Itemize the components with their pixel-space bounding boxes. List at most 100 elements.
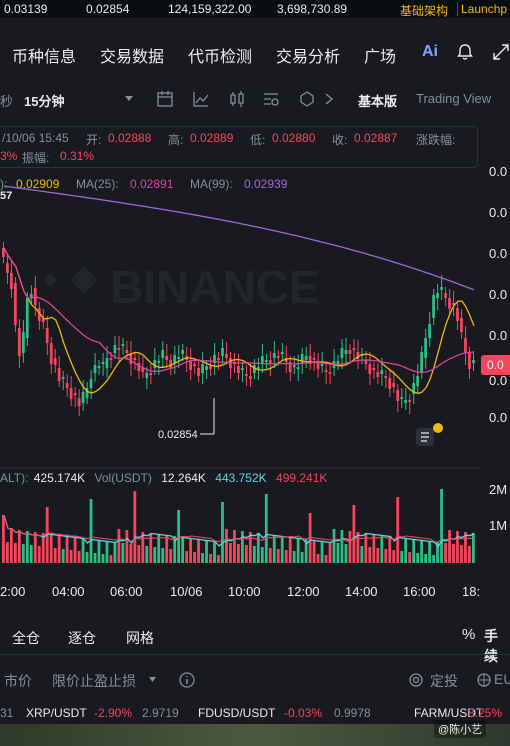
candle — [304, 356, 308, 360]
nav-trade-analysis[interactable]: 交易分析 — [276, 49, 341, 66]
volume-bar — [53, 548, 57, 563]
volume-bar — [129, 544, 133, 563]
candle — [432, 295, 435, 318]
volume-bar — [29, 545, 33, 563]
volume-bar — [460, 545, 463, 563]
chevron-down-icon[interactable] — [124, 95, 134, 103]
change-value: 3% — [0, 149, 18, 163]
ticker-symbol[interactable]: FARM/USDT — [414, 706, 484, 720]
volume-bar — [408, 552, 412, 563]
time-tick: 16:00 — [403, 584, 436, 599]
divider — [0, 654, 510, 655]
volume-bar — [93, 553, 97, 563]
open-label: 开: — [86, 133, 102, 147]
info-icon[interactable] — [178, 671, 196, 689]
candle — [440, 287, 443, 290]
candle — [125, 350, 129, 353]
stat-low: 0.02854 — [86, 2, 130, 16]
volume-bar — [428, 541, 431, 563]
tradingview-tab[interactable]: Trading View — [416, 91, 492, 106]
bell-icon[interactable] — [456, 43, 474, 61]
nav-square[interactable]: 广场 — [364, 49, 397, 66]
candle — [424, 338, 428, 358]
nav-trade-data[interactable]: 交易数据 — [100, 49, 165, 66]
volume-bar — [416, 553, 420, 563]
expand-icon[interactable] — [492, 43, 510, 61]
candle — [400, 397, 404, 399]
chevron-right-icon[interactable] — [324, 93, 334, 105]
candle — [460, 318, 463, 332]
order-dingtou[interactable]: 定投 — [430, 673, 458, 689]
volume-bar — [420, 540, 424, 563]
calendar-icon[interactable] — [156, 90, 174, 108]
volume-bar — [396, 497, 400, 563]
volume-bar — [77, 551, 81, 563]
candle — [225, 354, 228, 358]
order-limit-tpsl[interactable]: 限价止盈止损 — [52, 673, 136, 689]
volume-bar — [340, 530, 344, 563]
volume-bar — [185, 551, 189, 563]
volume-bar — [400, 551, 404, 563]
launchpool-tag[interactable]: Launchp — [457, 2, 507, 16]
nav-coin-info[interactable]: 币种信息 — [12, 49, 77, 66]
volume-bar — [97, 540, 101, 563]
line-chart-icon[interactable] — [192, 90, 210, 108]
fee-label[interactable]: 手续 — [484, 628, 498, 664]
high-label: 高: — [168, 133, 184, 147]
volume-bar — [244, 545, 248, 563]
order-market[interactable]: 市价 — [4, 673, 32, 689]
volume-bar — [356, 532, 360, 563]
candle — [17, 328, 21, 356]
ma-line — [3, 247, 475, 374]
candle — [5, 263, 9, 273]
eu-icon[interactable] — [476, 672, 492, 688]
ticker-symbol[interactable]: XRP/USDT — [26, 706, 87, 720]
price-tick: 0.0 — [489, 246, 508, 261]
category-tag[interactable]: 基础架构 — [400, 4, 449, 18]
volume-bar — [33, 532, 37, 563]
candle — [248, 376, 252, 379]
nav-token-check[interactable]: 代币检测 — [188, 49, 253, 66]
candle — [177, 357, 181, 359]
shape-tool-icon[interactable] — [298, 90, 316, 108]
indicator-settings-icon[interactable] — [262, 90, 280, 108]
candle — [388, 378, 392, 389]
amplitude-value: 0.31% — [60, 149, 95, 163]
tab-cross[interactable]: 全仓 — [12, 630, 40, 646]
interval-selected[interactable]: 15分钟 — [24, 94, 65, 109]
ma99-label: MA(99): — [190, 177, 233, 191]
volume-bar — [49, 534, 53, 563]
volume-bar — [81, 538, 85, 563]
candle — [300, 354, 304, 364]
volume-bar — [217, 555, 220, 563]
order-eu[interactable]: EU — [494, 671, 510, 687]
tab-grid[interactable]: 网格 — [126, 630, 154, 646]
candle — [456, 308, 459, 321]
candle — [416, 376, 420, 386]
ticker-symbol[interactable]: FDUSD/USDT — [198, 706, 276, 720]
candle — [65, 383, 69, 388]
candle — [368, 364, 372, 374]
volume-bar — [65, 536, 69, 563]
tab-isolated[interactable]: 逐仓 — [68, 630, 96, 646]
percent-icon[interactable]: % — [462, 626, 476, 643]
candle — [268, 360, 272, 364]
volume-tick-1m: 1M — [489, 518, 508, 533]
candle — [165, 356, 169, 360]
candle — [408, 400, 412, 402]
basic-view-tab[interactable]: 基本版 — [358, 94, 398, 109]
notes-icon-lines — [421, 432, 429, 442]
volume-bar — [424, 554, 428, 563]
vol-usdt-label: Vol(USDT) — [94, 471, 152, 485]
candle — [205, 366, 208, 370]
price-chart[interactable]: BINANCE 0.02854 — [0, 168, 480, 578]
candle-type-icon[interactable] — [228, 90, 246, 108]
candle — [444, 293, 447, 298]
ai-icon[interactable]: Ai — [422, 43, 438, 60]
interval-seconds[interactable]: 秒 — [0, 94, 14, 109]
candle — [312, 358, 316, 360]
chevron-down-icon[interactable] — [148, 676, 157, 683]
volume-bar — [292, 551, 296, 563]
candle — [121, 344, 125, 346]
dingtou-icon[interactable] — [408, 672, 424, 688]
